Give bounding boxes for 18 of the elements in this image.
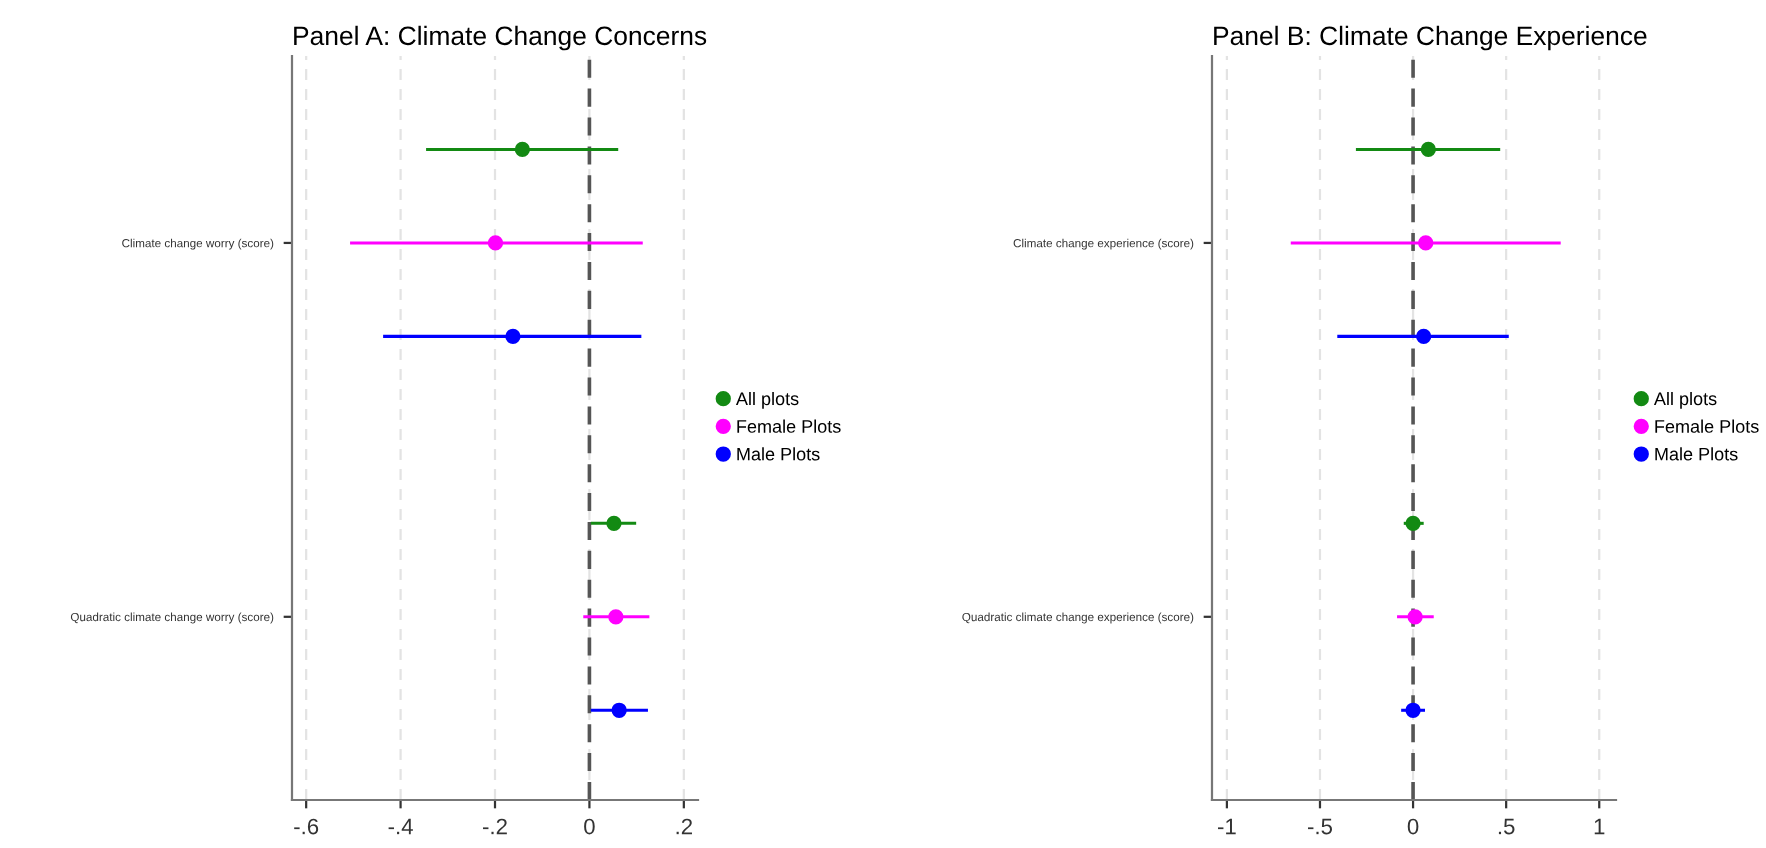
x-tick-label: -.5 [1308, 818, 1333, 835]
legend-label: Male Plots [1655, 447, 1738, 461]
x-tick-label: .2 [676, 818, 692, 835]
x-tick-label: 1 [1594, 818, 1605, 835]
x-tick-label: -1 [1218, 818, 1236, 835]
x-tick-label: 0 [1407, 818, 1419, 835]
x-tick-label: -.2 [483, 818, 507, 835]
legend-label: Female Plots [737, 419, 841, 433]
x-tick-label: .5 [1498, 818, 1515, 835]
x-tick-label: 0 [584, 818, 595, 835]
legend-label: Male Plots [737, 447, 820, 461]
legend-label: Female Plots [1655, 419, 1759, 433]
chart-title: Panel A: Climate Change Concerns [294, 25, 707, 51]
x-tick-label: -.4 [388, 818, 413, 835]
x-tick-label: -.6 [294, 818, 319, 835]
legend-label: All plots [1653, 391, 1717, 409]
legend-label: All plots [735, 391, 799, 409]
chart-title: Panel B: Climate Change Experience [1214, 25, 1647, 51]
